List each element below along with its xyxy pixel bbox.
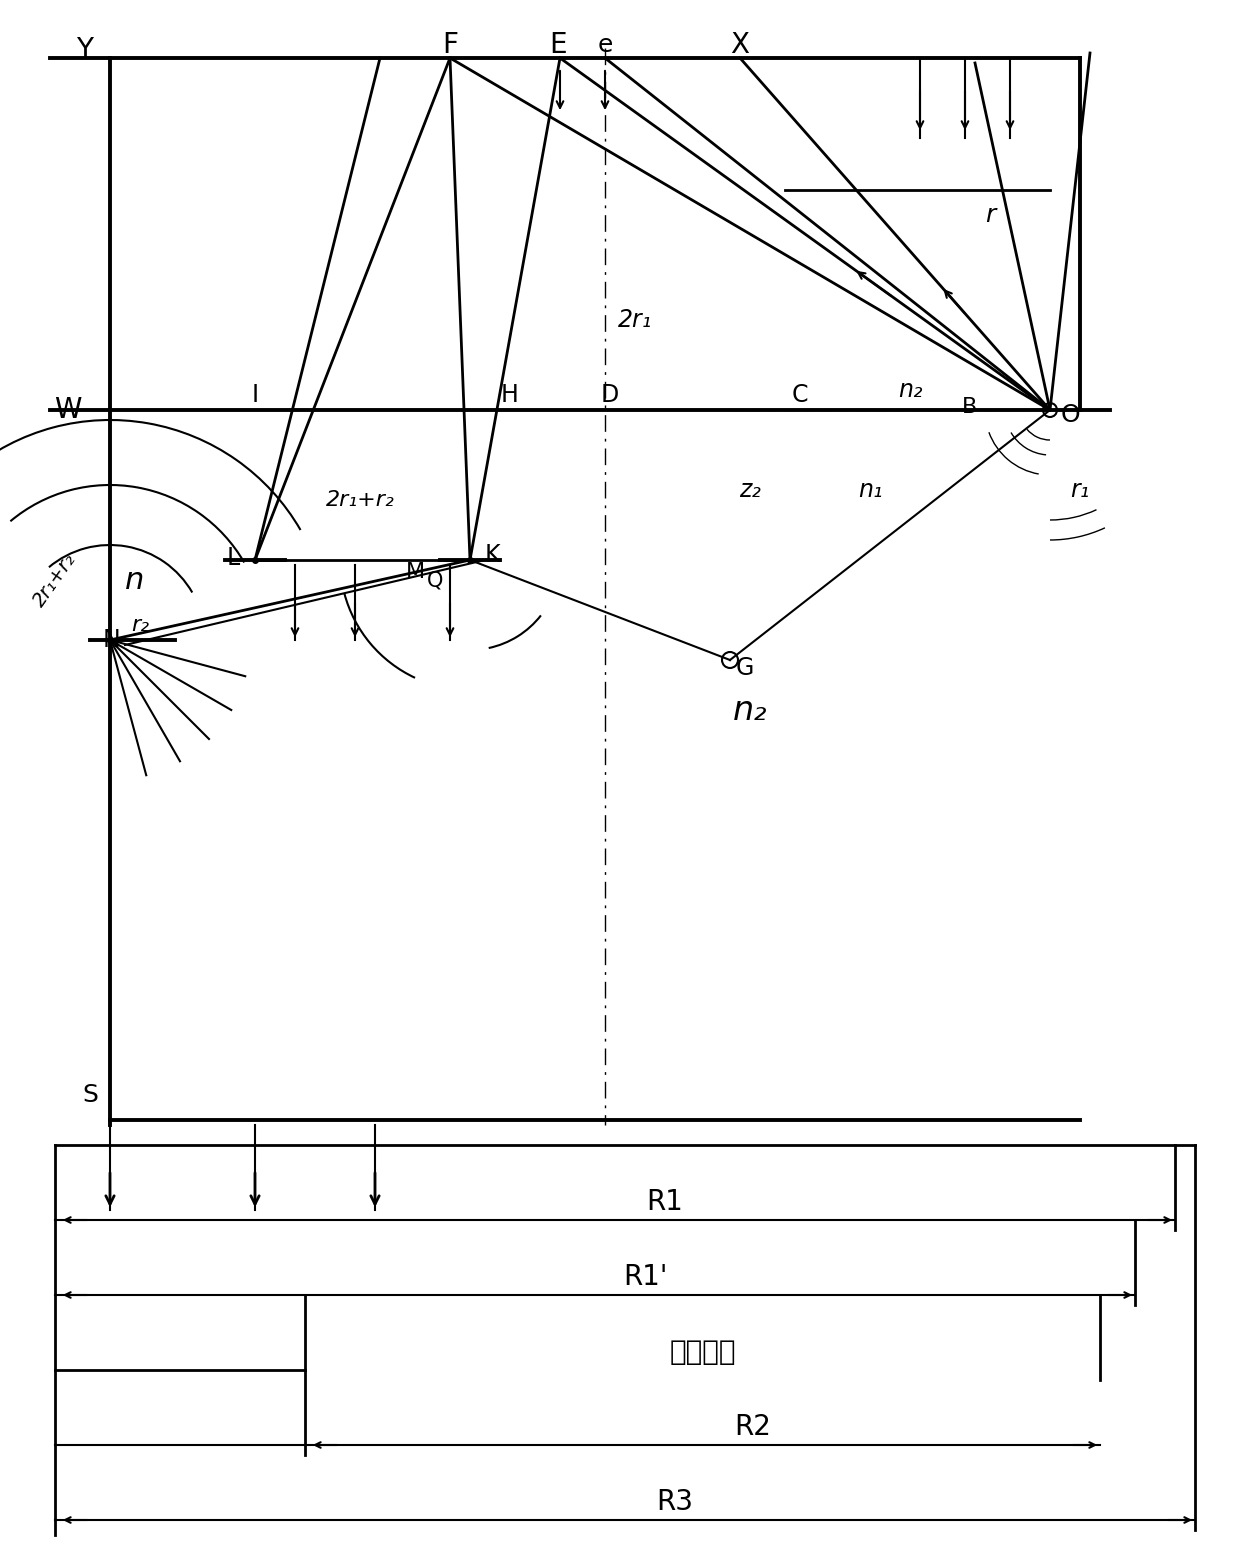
Text: r₂: r₂ [131,615,149,635]
Text: G: G [735,657,754,680]
Text: O: O [1060,403,1080,426]
Text: Q: Q [427,569,443,590]
Text: 2r₁: 2r₁ [618,308,652,331]
Text: W: W [55,395,82,423]
Text: R1': R1' [622,1263,667,1291]
Text: C: C [792,383,808,408]
Text: R1: R1 [646,1187,683,1215]
Text: r₁: r₁ [1070,478,1090,503]
Text: R3: R3 [656,1488,693,1516]
Text: E: E [549,31,567,59]
Text: Y: Y [77,36,93,64]
Text: H: H [501,383,518,408]
Text: X: X [730,31,749,59]
Text: D: D [601,383,619,408]
Text: n₁: n₁ [858,478,882,503]
Text: 2r₁+r₂: 2r₁+r₂ [30,549,81,610]
Text: B: B [962,397,977,417]
Text: e: e [598,33,613,58]
Text: R2: R2 [734,1413,771,1441]
Text: F: F [441,31,458,59]
Text: n₂: n₂ [898,378,923,401]
Text: 圆环宽度: 圆环宽度 [670,1338,735,1366]
Text: S: S [82,1083,98,1106]
Text: n₂: n₂ [733,694,768,727]
Text: N: N [102,629,120,652]
Text: n: n [125,565,145,594]
Text: 2r₁+r₂: 2r₁+r₂ [326,490,394,510]
Text: L: L [227,546,241,569]
Text: z₂: z₂ [739,478,761,503]
Text: r: r [985,202,996,227]
Text: M: M [405,562,424,582]
Text: K: K [485,543,501,566]
Text: I: I [252,383,259,408]
